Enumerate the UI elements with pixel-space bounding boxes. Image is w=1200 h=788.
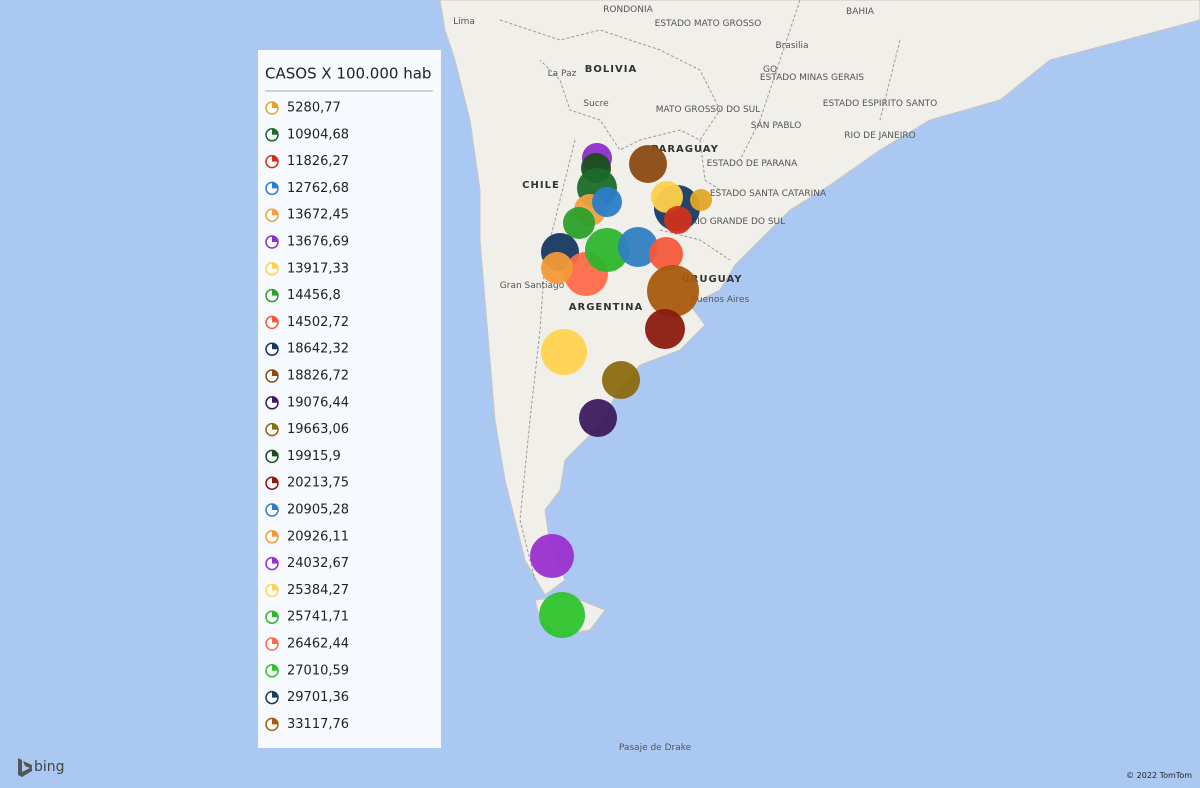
legend-label: 11826,27 bbox=[287, 154, 349, 169]
legend-icon-wedge bbox=[272, 718, 278, 725]
legend-label: 25741,71 bbox=[287, 610, 349, 625]
legend-label: 25384,27 bbox=[287, 583, 349, 598]
bing-logo: bing bbox=[34, 759, 65, 775]
legend-icon-wedge bbox=[272, 584, 278, 591]
bubble bbox=[592, 187, 622, 217]
copyright: © 2022 TomTom bbox=[1126, 771, 1192, 780]
map-label: Gran Santiago bbox=[500, 281, 565, 291]
map-label: ESTADO MATO GROSSO bbox=[655, 19, 762, 29]
legend-label: 18826,72 bbox=[287, 369, 349, 384]
map-label: URUGUAY bbox=[682, 274, 743, 285]
legend-icon-wedge bbox=[272, 664, 278, 671]
legend-icon-wedge bbox=[272, 691, 278, 698]
map-label: ESTADO SANTA CATARINA bbox=[710, 189, 827, 199]
map-label: Pasaje de Drake bbox=[619, 743, 692, 753]
map-label: RONDONIA bbox=[603, 5, 653, 15]
map-label: MATO GROSSO DO SUL bbox=[656, 105, 761, 115]
map-label: GO bbox=[763, 65, 777, 75]
map-label: ESTADO DE PARANA bbox=[707, 159, 798, 169]
map-label: La Paz bbox=[548, 69, 577, 79]
legend-label: 26462,44 bbox=[287, 637, 349, 652]
bubble bbox=[539, 592, 585, 638]
legend-label: 18642,32 bbox=[287, 342, 349, 357]
legend-icon-wedge bbox=[272, 343, 278, 350]
legend-icon-wedge bbox=[272, 182, 278, 189]
bubble bbox=[629, 145, 667, 183]
legend-label: 14456,8 bbox=[287, 288, 341, 303]
legend-icon-wedge bbox=[272, 236, 278, 242]
bubble bbox=[541, 329, 587, 375]
legend-label: 20905,28 bbox=[287, 503, 349, 518]
legend-label: 33117,76 bbox=[287, 717, 349, 732]
map-label: Sucre bbox=[583, 99, 609, 109]
legend-icon-wedge bbox=[272, 155, 278, 162]
legend-icon-wedge bbox=[272, 611, 278, 618]
map-label: ARGENTINA bbox=[569, 302, 644, 313]
legend-label: 13917,33 bbox=[287, 261, 349, 276]
map-label: ESTADO MINAS GERAIS bbox=[760, 73, 864, 83]
legend-icon-wedge bbox=[272, 450, 278, 457]
legend-title: CASOS X 100.000 hab bbox=[265, 65, 431, 83]
legend-icon-wedge bbox=[272, 102, 278, 108]
bubble bbox=[651, 181, 683, 213]
map-label: ESTADO ESPIRITO SANTO bbox=[823, 99, 937, 109]
bubble bbox=[530, 534, 574, 578]
legend-icon-wedge bbox=[272, 370, 278, 376]
legend-label: 19915,9 bbox=[287, 449, 341, 464]
legend-label: 13672,45 bbox=[287, 208, 349, 223]
legend-label: 24032,67 bbox=[287, 556, 349, 571]
legend-icon-wedge bbox=[272, 289, 278, 296]
legend-icon-wedge bbox=[272, 504, 278, 510]
bubble bbox=[645, 309, 685, 349]
bubble bbox=[618, 227, 658, 267]
bubble bbox=[585, 228, 629, 272]
bing-icon bbox=[18, 758, 32, 777]
bubble bbox=[563, 207, 595, 239]
legend-label: 5280,77 bbox=[287, 101, 341, 116]
map-label: PARAGUAY bbox=[651, 144, 719, 155]
bubble bbox=[649, 237, 683, 271]
legend-icon-wedge bbox=[272, 128, 278, 135]
bubble bbox=[690, 189, 712, 211]
map-label: BOLIVIA bbox=[585, 64, 637, 75]
map-label: BAHIA bbox=[846, 7, 875, 17]
borders bbox=[499, 0, 901, 581]
legend-icon-wedge bbox=[272, 316, 278, 323]
legend-icon-wedge bbox=[272, 423, 278, 430]
map-label: SAN PABLO bbox=[751, 121, 802, 131]
legend-icon-wedge bbox=[272, 638, 278, 644]
legend-label: 20213,75 bbox=[287, 476, 349, 491]
legend-label: 27010,59 bbox=[287, 663, 349, 678]
map-label: Buenos Aires bbox=[691, 295, 750, 305]
legend-label: 20926,11 bbox=[287, 529, 349, 544]
legend-icon-wedge bbox=[272, 396, 278, 403]
map-label: RIO GRANDE DO SUL bbox=[691, 217, 785, 227]
bubble bbox=[664, 206, 692, 234]
legend-icon-wedge bbox=[272, 209, 278, 216]
bubble bbox=[647, 265, 699, 317]
legend-label: 29701,36 bbox=[287, 690, 349, 705]
legend-label: 19663,06 bbox=[287, 422, 349, 437]
bubble bbox=[602, 361, 640, 399]
legend-icon-wedge bbox=[272, 262, 278, 269]
legend-label: 10904,68 bbox=[287, 127, 349, 142]
legend-label: 19076,44 bbox=[287, 395, 349, 410]
bubble bbox=[541, 252, 573, 284]
map-label: Lima bbox=[453, 17, 475, 27]
map-label: CHILE bbox=[522, 180, 560, 191]
map-label: RIO DE JANEIRO bbox=[844, 131, 915, 141]
legend-icon-wedge bbox=[272, 530, 278, 537]
legend-label: 12762,68 bbox=[287, 181, 349, 196]
legend-label: 14502,72 bbox=[287, 315, 349, 330]
legend-label: 13676,69 bbox=[287, 235, 349, 250]
bubble bbox=[579, 399, 617, 437]
legend-panel bbox=[258, 50, 441, 748]
legend-icon-wedge bbox=[272, 477, 278, 484]
map-label: Brasilia bbox=[775, 41, 808, 51]
legend-icon-wedge bbox=[272, 557, 278, 564]
